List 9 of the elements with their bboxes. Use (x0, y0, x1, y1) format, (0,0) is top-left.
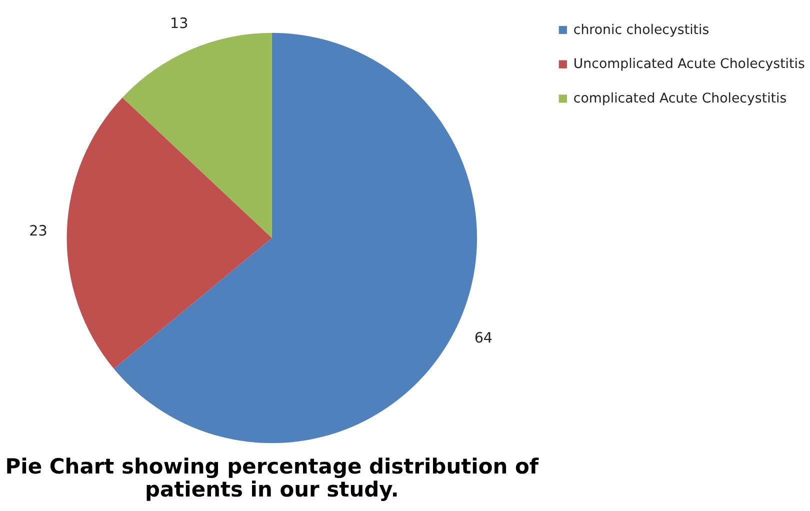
legend-label: complicated Acute Cholecystitis (573, 92, 787, 107)
pie-slice (122, 32, 272, 238)
data-label: 23 (29, 223, 48, 240)
text: Pie Chart showing percentage distribution of patients in our study. (5, 454, 540, 502)
data-label: 13 (170, 16, 188, 32)
legend-label: chronic cholecystitis (573, 22, 710, 38)
pie-slice (66, 98, 272, 369)
legend-label: Uncomplicated Acute Cholecystitis (573, 57, 805, 72)
data-label: 64 (474, 330, 493, 346)
